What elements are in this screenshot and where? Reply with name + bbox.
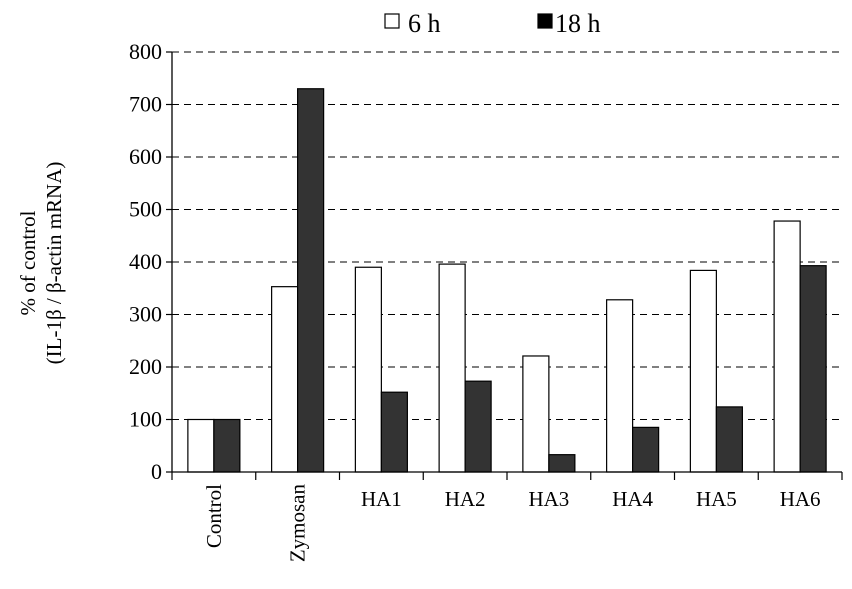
y-axis-title: % of control (IL-1β / β-actin mRNA) — [16, 162, 66, 365]
x-category-label: HA3 — [528, 487, 569, 511]
bar-18h — [799, 265, 827, 473]
bar-18h — [548, 454, 576, 473]
y-axis-title-line1: % of control — [16, 210, 40, 315]
legend-swatch-6h — [384, 13, 400, 29]
bar-6h — [689, 269, 717, 473]
y-axis-title-line2: (IL-1β / β-actin mRNA) — [42, 162, 66, 365]
x-category-label: HA1 — [361, 487, 402, 511]
y-tick-label: 500 — [129, 197, 162, 222]
bar-6h — [606, 299, 634, 473]
y-tick-label: 300 — [129, 302, 162, 327]
bar-18h — [380, 391, 408, 473]
bar-18h — [632, 426, 660, 473]
bar-18h — [464, 380, 492, 473]
y-tick-label: 0 — [151, 459, 162, 484]
x-category-label: Control — [202, 484, 226, 548]
y-tick-label: 600 — [129, 144, 162, 169]
x-category-label: HA5 — [696, 487, 737, 511]
bar-6h — [522, 355, 550, 473]
x-category-label: HA4 — [612, 487, 653, 511]
bar-6h — [354, 266, 382, 473]
legend-label-18h: 18 h — [555, 9, 601, 38]
x-category-label: Zymosan — [286, 484, 310, 563]
bar-6h — [773, 220, 801, 473]
bar-18h — [213, 418, 241, 473]
bars — [187, 88, 827, 473]
legend: 6 h 18 h — [384, 9, 601, 38]
y-tick-label: 400 — [129, 249, 162, 274]
legend-swatch-18h — [537, 13, 553, 29]
x-category-labels: Control Zymosan HA1 HA2 HA3 HA4 HA5 HA6 — [202, 484, 821, 563]
legend-label-6h: 6 h — [408, 9, 441, 38]
x-category-label: HA2 — [445, 487, 486, 511]
x-category-label: HA6 — [780, 487, 821, 511]
bar-6h — [187, 418, 215, 473]
bar-18h — [297, 88, 325, 473]
axes — [166, 51, 843, 480]
y-tick-label: 800 — [129, 39, 162, 64]
y-tick-label: 200 — [129, 354, 162, 379]
y-tick-labels: 0 100 200 300 400 500 600 700 800 — [129, 39, 162, 484]
bar-6h — [438, 263, 466, 473]
y-tick-label: 700 — [129, 92, 162, 117]
bar-18h — [715, 406, 743, 473]
y-tick-label: 100 — [129, 407, 162, 432]
bar-6h — [271, 286, 299, 473]
